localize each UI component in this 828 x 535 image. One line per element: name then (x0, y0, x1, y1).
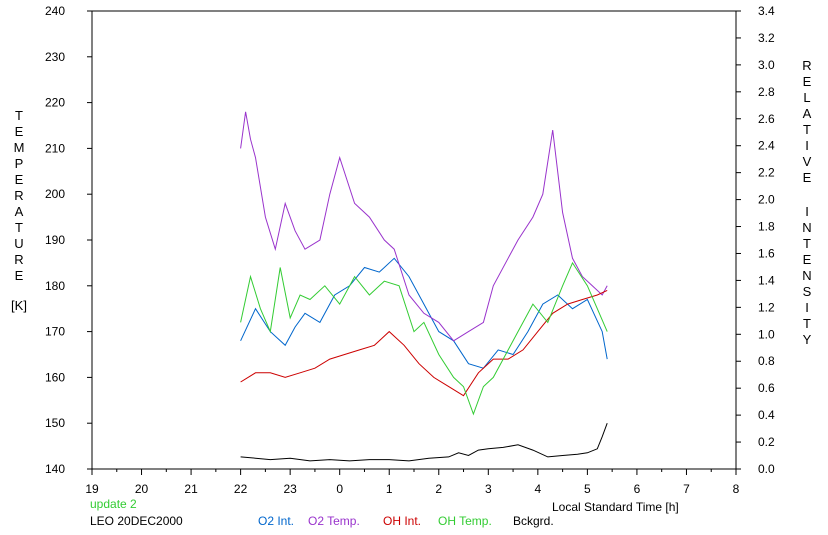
right-tick-label: 0.2 (758, 435, 775, 449)
right-tick-label: 1.4 (758, 273, 775, 287)
legend-o2-int: O2 Int. (258, 514, 295, 528)
right-tick-label: 0.8 (758, 354, 775, 368)
x-tick-label: 2 (435, 482, 442, 496)
right-tick-label: 1.6 (758, 246, 775, 260)
axis-label-letter: V (802, 154, 812, 169)
series-line-bckgrd (240, 423, 608, 462)
right-tick-label: 2.0 (758, 193, 775, 207)
x-tick-label: 5 (584, 482, 591, 496)
axis-label-letter: I (805, 138, 809, 153)
legend-oh-temp: OH Temp. (438, 514, 492, 528)
axis-label-letter: E (14, 268, 24, 283)
axis-label-letter: A (802, 106, 812, 121)
series-line-oh-temp (240, 261, 608, 416)
series-line-o2-temp (240, 111, 608, 342)
legend-bckgrd: Bckgrd. (513, 514, 554, 528)
axis-label-letter: E (802, 74, 812, 89)
axis-label-letter: R (802, 58, 812, 73)
x-tick-label: 1 (386, 482, 393, 496)
x-tick-label: 8 (733, 482, 740, 496)
axis-label-letter: I (805, 204, 809, 219)
x-tick-label: 4 (535, 482, 542, 496)
right-tick-label: 2.4 (758, 139, 775, 153)
axis-label-letter: Y (802, 332, 812, 347)
left-tick-label: 190 (45, 233, 65, 247)
left-tick-label: 150 (45, 416, 65, 430)
x-tick-label: 6 (634, 482, 641, 496)
axis-label-letter: E (802, 252, 812, 267)
left-tick-label: 140 (45, 462, 65, 476)
left-axis-ticks: 140 150 160 170 180 190 200 210 220 230 240 (45, 4, 92, 476)
axis-label-letter: M (13, 140, 25, 155)
axis-label-letter: T (803, 236, 811, 251)
x-tick-label: 0 (336, 482, 343, 496)
x-tick-label: 20 (135, 482, 149, 496)
x-tick-label: 22 (234, 482, 248, 496)
left-tick-label: 230 (45, 50, 65, 64)
right-tick-label: 1.8 (758, 220, 775, 234)
left-tick-label: 200 (45, 187, 65, 201)
right-tick-label: 3.2 (758, 31, 775, 45)
right-tick-label: 3.0 (758, 58, 775, 72)
x-axis-label: Local Standard Time [h] (552, 500, 679, 514)
right-tick-label: 3.4 (758, 4, 775, 18)
series-layer (240, 111, 608, 462)
right-tick-label: 1.0 (758, 327, 775, 341)
x-axis-ticks: 19 20 21 22 23 0 1 2 3 4 5 6 7 8 (85, 469, 740, 496)
station-note: LEO 20DEC2000 (90, 514, 183, 528)
axis-label-letter: U (14, 236, 24, 251)
axis-label-letter: E (14, 172, 24, 187)
left-tick-label: 180 (45, 279, 65, 293)
right-axis-ticks: 0.0 0.2 0.4 0.6 0.8 1.0 1.2 1.4 1.6 1.8 2.0 2.2 2.4 2… (736, 4, 775, 476)
axis-label-letter: P (14, 156, 24, 171)
left-axis-unit: [K] (11, 298, 27, 313)
right-tick-label: 2.6 (758, 112, 775, 126)
left-tick-label: 170 (45, 325, 65, 339)
left-tick-label: 240 (45, 4, 65, 18)
axis-label-letter: E (802, 170, 812, 185)
axis-label-letter: T (15, 108, 23, 123)
x-tick-label: 7 (683, 482, 690, 496)
legend-o2-temp: O2 Temp. (308, 514, 360, 528)
left-tick-label: 210 (45, 141, 65, 155)
x-tick-label: 19 (85, 482, 99, 496)
axis-label-letter: I (805, 300, 809, 315)
left-tick-label: 220 (45, 96, 65, 110)
x-tick-label: 3 (485, 482, 492, 496)
series-line-o2-int (240, 257, 608, 369)
right-tick-label: 0.6 (758, 381, 775, 395)
left-tick-label: 160 (45, 370, 65, 384)
legend-oh-int: OH Int. (383, 514, 422, 528)
plot-frame (91, 10, 737, 470)
right-tick-label: 0.0 (758, 462, 775, 476)
axis-label-letter: A (14, 204, 24, 219)
x-tick-label: 23 (283, 482, 297, 496)
axis-label-letter: T (15, 220, 23, 235)
update-note: update 2 (90, 497, 137, 511)
axis-label-letter: N (802, 268, 812, 283)
axis-label-letter: T (803, 316, 811, 331)
axis-label-letter: E (14, 124, 24, 139)
axis-label-letter: T (803, 122, 811, 137)
right-tick-label: 1.2 (758, 300, 775, 314)
right-tick-label: 2.2 (758, 166, 775, 180)
axis-label-letter: R (14, 188, 24, 203)
right-tick-label: 0.4 (758, 408, 775, 422)
right-tick-label: 2.8 (758, 85, 775, 99)
x-tick-label: 21 (184, 482, 198, 496)
axis-label-letter: R (14, 252, 24, 267)
axis-label-letter: S (802, 284, 812, 299)
axis-label-letter: N (802, 220, 812, 235)
axis-label-letter: L (803, 90, 811, 105)
